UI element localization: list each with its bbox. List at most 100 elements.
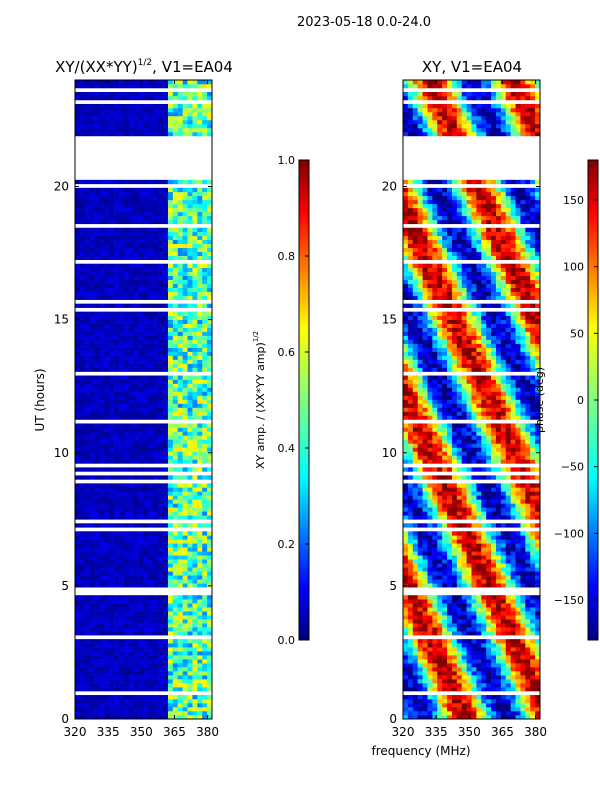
amplitude-cell	[119, 131, 125, 137]
amplitude-cell	[79, 455, 86, 460]
phase-cell	[505, 711, 511, 716]
amplitude-cell	[163, 499, 169, 504]
amplitude-cell	[177, 187, 183, 193]
amplitude-cell	[75, 295, 81, 300]
amplitude-cell	[84, 355, 90, 360]
phase-cell	[451, 659, 458, 664]
amplitude-cell	[133, 707, 139, 712]
amplitude-cell	[79, 391, 86, 396]
phase-cell	[486, 547, 492, 552]
amplitude-cell	[197, 487, 203, 492]
phase-cell	[486, 695, 492, 700]
phase-cell	[403, 699, 409, 704]
phase-cell	[461, 547, 467, 552]
phase-cell	[451, 683, 458, 688]
phase-cell	[505, 559, 511, 564]
y-tick-label: 0	[61, 712, 69, 726]
amplitude-cell	[197, 715, 203, 720]
phase-cell	[491, 515, 497, 520]
amplitude-cell	[163, 219, 169, 225]
amplitude-cell	[123, 455, 130, 460]
phase-cell	[505, 563, 511, 568]
phase-cell	[403, 579, 409, 584]
amplitude-cell	[123, 579, 130, 584]
phase-cell	[403, 703, 409, 708]
amplitude-cell	[167, 383, 174, 388]
phase-cell	[427, 523, 433, 528]
phase-cell	[500, 563, 507, 568]
amplitude-cell	[158, 411, 164, 416]
amplitude-cell	[158, 507, 164, 512]
amplitude-cell	[123, 659, 130, 664]
amplitude-cell	[148, 503, 154, 508]
amplitude-cell	[172, 407, 179, 412]
amplitude-cell	[123, 467, 130, 472]
amplitude-cell	[153, 603, 159, 608]
amplitude-cell	[84, 395, 90, 400]
amplitude-cell	[207, 355, 213, 360]
amplitude-cell	[172, 611, 179, 616]
phase-cell	[491, 659, 497, 664]
phase-cell	[486, 611, 492, 616]
phase-cell	[486, 659, 492, 664]
phase-cell	[412, 707, 418, 712]
amplitude-cell	[143, 455, 149, 460]
amplitude-cell	[79, 191, 86, 197]
amplitude-cell	[158, 343, 164, 348]
phase-cell	[476, 563, 482, 568]
amplitude-cell	[89, 111, 95, 117]
amplitude-cell	[119, 363, 125, 368]
phase-cell	[466, 711, 472, 716]
amplitude-cell	[114, 703, 120, 708]
amplitude-colorbar-gradient	[298, 159, 310, 641]
amplitude-cell	[207, 559, 213, 564]
phase-cell	[500, 567, 507, 572]
amplitude-cell	[114, 279, 120, 284]
amplitude-cell	[172, 439, 179, 444]
phase-cell	[466, 631, 472, 636]
phase-cell	[403, 575, 409, 580]
phase-cell	[427, 551, 433, 556]
phase-cell	[412, 531, 418, 536]
phase-cell	[486, 655, 492, 660]
amplitude-cell	[197, 383, 203, 388]
amplitude-cell	[128, 275, 135, 280]
amplitude-cell	[167, 375, 174, 380]
amplitude-cell	[177, 95, 183, 101]
phase-cell	[437, 679, 443, 684]
phase-cell	[466, 679, 472, 684]
amplitude-cell	[182, 375, 188, 380]
amplitude-cell	[143, 603, 149, 608]
amplitude-cell	[207, 199, 213, 205]
amplitude-cell	[182, 263, 188, 269]
phase-cell	[486, 559, 492, 564]
amplitude-cell	[89, 203, 95, 209]
amplitude-cell	[148, 483, 154, 488]
amplitude-cell	[182, 555, 188, 560]
amplitude-cell	[177, 107, 183, 113]
phase-cell	[500, 595, 507, 600]
phase-cell	[451, 523, 458, 528]
amplitude-cell	[84, 375, 90, 380]
phase-cell	[491, 651, 497, 656]
amplitude-cell	[202, 647, 208, 652]
phase-cell	[427, 583, 433, 588]
amplitude-cell	[182, 563, 188, 568]
phase-cell	[481, 711, 487, 716]
phase-cell	[476, 699, 482, 704]
amplitude-cell	[109, 179, 115, 185]
amplitude-cell	[109, 119, 115, 125]
amplitude-cell	[182, 131, 188, 137]
phase-cell	[486, 683, 492, 688]
amplitude-cell	[172, 499, 179, 504]
phase-cell	[432, 707, 438, 712]
amplitude-cell	[75, 571, 81, 576]
phase-cell	[412, 523, 418, 528]
amplitude-cell	[163, 207, 169, 213]
amplitude-cell	[123, 475, 130, 480]
phase-cell	[442, 711, 448, 716]
amplitude-cell	[89, 279, 95, 284]
amplitude-cell	[75, 659, 81, 664]
phase-cell	[486, 551, 492, 556]
amplitude-cell	[75, 563, 81, 568]
